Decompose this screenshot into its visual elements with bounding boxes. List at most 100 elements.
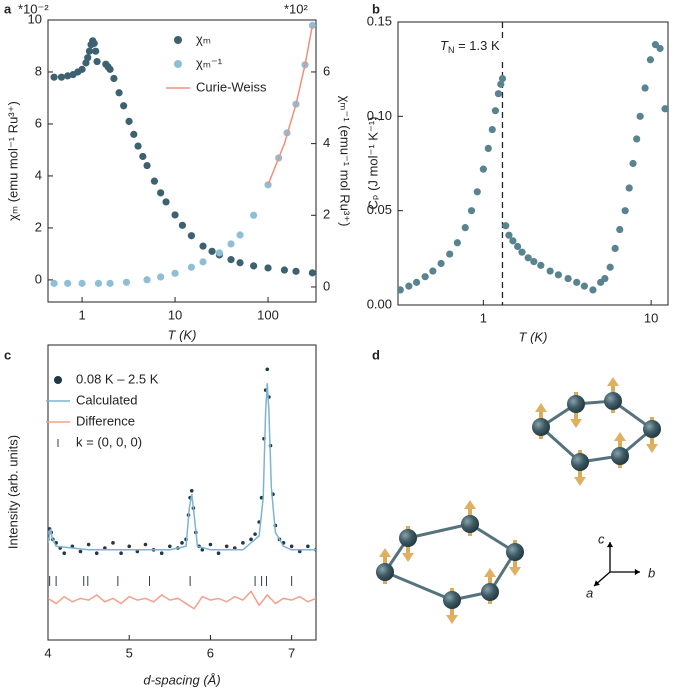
data-point [110,74,118,83]
data-point [143,542,148,547]
data-point [405,282,413,290]
data-point [473,188,481,196]
data-point [57,73,66,81]
legend-label: 0.08 K – 2.5 K [76,371,159,386]
data-point [505,231,513,239]
data-point [564,274,572,283]
ion [481,583,499,601]
axis-label: a [586,585,593,600]
data-point [135,549,140,554]
legend-label: Calculated [76,392,137,407]
data-point [64,279,72,287]
spin-head [484,568,496,577]
data-point [412,278,421,286]
data-point [62,551,67,556]
legend-label: k = (0, 0, 0) [76,434,142,449]
data-point [216,551,221,556]
plot-frame [47,344,317,641]
data-point [180,541,184,545]
x-tick-label: 1 [480,310,487,325]
data-point [646,56,655,64]
data-point [127,544,132,549]
data-point [159,551,164,556]
spin-head [535,403,547,412]
y2-tick-label: 4 [323,135,330,150]
data-point [250,262,258,270]
data-point [537,261,545,269]
axis-label: c [598,531,605,546]
annotation: TN = 1.3 K [440,38,500,55]
data-point [497,80,505,88]
legend-label: χₘ⁻¹ [196,55,223,70]
data-point [530,258,538,266]
data-point [199,242,207,250]
x-tick-label: 5 [126,645,133,660]
data-point [479,165,487,173]
panel-label: d [372,347,380,362]
x-tick-label: 10 [644,310,658,325]
data-point [103,546,107,550]
spin-head [574,477,586,486]
ion [506,543,524,561]
ion [376,563,394,581]
data-point [85,47,94,55]
ion [611,447,629,465]
data-point [168,544,172,549]
data-point [494,90,503,98]
data-point [78,549,83,554]
data-point [189,488,194,493]
data-point [509,237,517,245]
y2-tick-label: 2 [323,207,330,222]
y-tick-label: 6 [35,115,42,130]
data-point [661,105,668,113]
data-point [264,264,272,272]
y-tick-label: 4 [35,167,42,182]
data-point [554,271,562,279]
data-point [78,279,86,287]
y-tick-label: 0.15 [367,13,392,28]
data-point [289,544,294,549]
data-point [78,65,86,73]
data-point [150,177,159,185]
data-point [143,276,151,284]
data-point [616,225,624,234]
data-point [227,256,235,264]
data-line [267,25,314,186]
data-point [611,244,619,252]
data-point [86,542,91,547]
data-point [491,107,500,115]
ion [399,529,417,547]
data-point [421,273,429,281]
data-point [484,144,492,153]
data-point [461,224,469,232]
x-axis-title: T (K) [519,329,548,344]
plot-frame [397,21,669,306]
data-point [208,542,213,547]
data-point [265,367,270,372]
data-point [253,532,257,536]
spin-head [570,419,582,428]
y-axis-title: χₘ (emu mol⁻¹ Ru³⁺) [5,101,20,221]
data-point [656,44,664,53]
legend-symbol [174,36,182,44]
data-point [93,57,101,66]
y-tick-label: 0 [35,271,42,286]
y2-multiplier: *10² [284,1,309,16]
data-point [106,65,114,73]
data-point [292,267,300,275]
y-axis-title: Intensity (arb. units) [5,435,20,549]
data-point [157,273,165,281]
y2-tick-label: 6 [323,63,330,78]
plot-area [50,21,316,287]
spin-head [402,553,414,562]
y-multiplier: *10⁻² [18,1,49,16]
x-tick-label: 7 [288,645,295,660]
spin-head [614,432,626,441]
y-tick-label: 10 [28,11,42,26]
legend-symbol [54,376,62,384]
data-point [629,159,637,168]
legend-label: Curie-Weiss [196,79,267,94]
data-point [139,152,147,161]
x-axis-title: d-spacing (Å) [143,672,220,687]
y-tick-label: 0.00 [367,296,392,311]
